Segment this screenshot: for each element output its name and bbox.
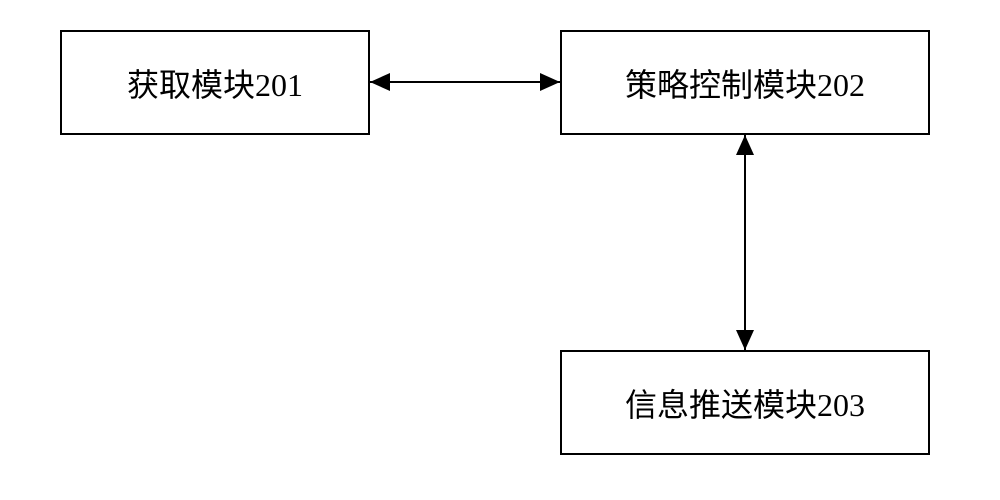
node-acquire-module: 获取模块201: [60, 30, 370, 135]
node-label: 策略控制模块202: [625, 60, 865, 106]
node-label: 获取模块201: [127, 60, 303, 106]
edge-n2-n3: [736, 135, 754, 350]
edge-n1-n2: [370, 73, 560, 91]
node-info-push-module: 信息推送模块203: [560, 350, 930, 455]
node-label: 信息推送模块203: [625, 380, 865, 426]
node-strategy-control-module: 策略控制模块202: [560, 30, 930, 135]
diagram-canvas: 获取模块201 策略控制模块202 信息推送模块203: [0, 0, 1000, 500]
